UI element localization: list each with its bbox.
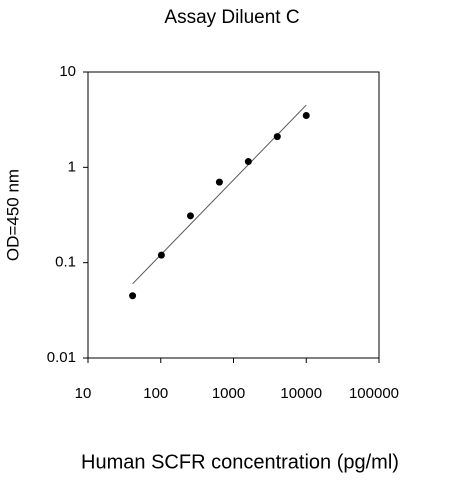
data-point: [273, 133, 281, 141]
y-axis-label: OD=450 nm: [3, 169, 22, 261]
data-point: [302, 111, 310, 119]
x-axis-label: Human SCFR concentration (pg/ml): [81, 451, 399, 473]
y-tick-label: 10: [59, 63, 76, 80]
chart-title: Assay Diluent C: [164, 7, 299, 28]
data-point: [244, 158, 252, 166]
x-tick-label: 100: [143, 385, 168, 402]
x-tick-label: 10000: [280, 385, 322, 402]
data-point: [215, 178, 223, 186]
x-tick-label: 10: [75, 385, 92, 402]
x-tick-label: 1000: [212, 385, 245, 402]
y-tick-label: 1: [68, 158, 76, 175]
data-point: [186, 212, 194, 220]
y-tick-label: 0.01: [47, 349, 76, 366]
data-point: [129, 292, 137, 300]
plot-frame: [87, 71, 380, 359]
x-tick-label: 100000: [349, 385, 399, 402]
y-tick-label: 0.1: [55, 254, 76, 271]
data-point: [157, 251, 165, 259]
